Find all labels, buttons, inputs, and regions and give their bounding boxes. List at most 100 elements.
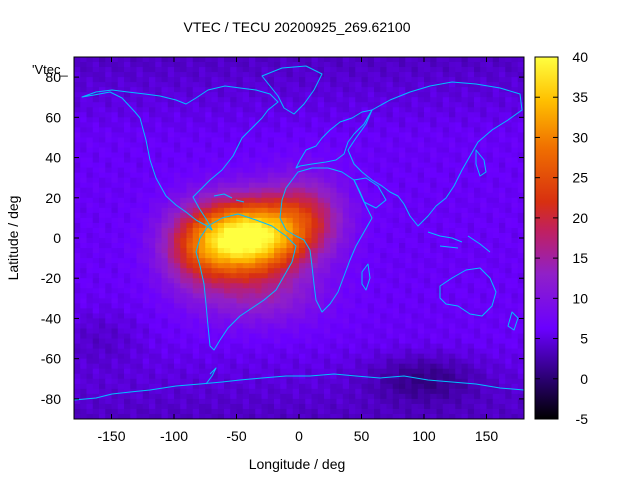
heatmap-cell <box>261 137 269 144</box>
heatmap-cell <box>117 117 125 123</box>
heatmap-cell <box>192 243 200 249</box>
heatmap-cell <box>367 222 375 229</box>
heatmap-cell <box>305 353 313 360</box>
heatmap-cell <box>111 107 119 113</box>
heatmap-cell <box>224 328 231 335</box>
heatmap-cell <box>455 97 463 103</box>
heatmap-cell <box>455 358 463 365</box>
heatmap-cell <box>411 248 419 254</box>
heatmap-cell <box>255 197 263 204</box>
heatmap-cell <box>124 147 131 154</box>
heatmap-cell <box>86 57 94 63</box>
heatmap-cell <box>380 398 388 405</box>
heatmap-cell <box>249 323 256 330</box>
heatmap-cell <box>280 243 288 249</box>
heatmap-cell <box>374 263 381 269</box>
heatmap-cell <box>311 328 319 335</box>
heatmap-cell <box>355 343 363 350</box>
heatmap-cell <box>467 212 475 219</box>
heatmap-cell <box>180 403 188 410</box>
heatmap-cell <box>411 243 419 249</box>
heatmap-cell <box>317 132 325 139</box>
heatmap-cell <box>80 248 88 254</box>
heatmap-cell <box>311 132 319 139</box>
heatmap-cell <box>411 232 419 239</box>
heatmap-cell <box>224 222 231 229</box>
heatmap-cell <box>499 72 506 78</box>
heatmap-cell <box>155 167 163 174</box>
heatmap-cell <box>380 323 388 330</box>
heatmap-cell <box>424 303 431 309</box>
heatmap-cell <box>199 318 206 325</box>
heatmap-cell <box>105 403 113 410</box>
heatmap-cell <box>317 162 325 169</box>
heatmap-cell <box>174 268 181 274</box>
heatmap-cell <box>149 142 156 149</box>
heatmap-cell <box>192 117 200 123</box>
heatmap-cell <box>86 227 94 234</box>
heatmap-cell <box>280 202 288 209</box>
heatmap-cell <box>417 313 425 320</box>
heatmap-cell <box>274 167 281 174</box>
heatmap-cell <box>224 182 231 189</box>
heatmap-cell <box>355 112 363 118</box>
heatmap-cell <box>230 202 238 209</box>
heatmap-cell <box>136 293 144 299</box>
heatmap-cell <box>411 303 419 309</box>
heatmap-cell <box>155 87 163 93</box>
heatmap-cell <box>74 403 81 410</box>
heatmap-cell <box>499 343 506 350</box>
heatmap-cell <box>124 177 131 184</box>
heatmap-cell <box>205 343 213 350</box>
heatmap-cell <box>280 102 288 108</box>
heatmap-cell <box>217 112 225 118</box>
heatmap-cell <box>149 227 156 234</box>
heatmap-cell <box>386 67 394 73</box>
heatmap-cell <box>392 142 400 149</box>
heatmap-cell <box>261 127 269 134</box>
heatmap-cell <box>124 142 131 149</box>
heatmap-cell <box>430 117 438 123</box>
heatmap-cell <box>249 278 256 284</box>
heatmap-cell <box>167 323 175 330</box>
heatmap-cell <box>186 72 194 78</box>
heatmap-cell <box>474 248 481 254</box>
heatmap-cell <box>80 197 88 204</box>
heatmap-cell <box>461 117 469 123</box>
heatmap-cell <box>86 383 94 390</box>
heatmap-cell <box>242 398 250 405</box>
heatmap-cell <box>142 177 150 184</box>
heatmap-cell <box>274 308 281 315</box>
heatmap-cell <box>242 152 250 159</box>
heatmap-cell <box>217 217 225 224</box>
heatmap-cell <box>117 358 125 365</box>
heatmap-cell <box>130 333 138 340</box>
heatmap-cell <box>336 398 344 405</box>
heatmap-cell <box>442 308 450 315</box>
heatmap-cell <box>311 273 319 279</box>
heatmap-cell <box>361 142 369 149</box>
heatmap-cell <box>467 393 475 400</box>
heatmap-cell <box>305 137 313 144</box>
heatmap-cell <box>117 62 125 68</box>
heatmap-cell <box>517 72 524 78</box>
heatmap-cell <box>124 348 131 355</box>
heatmap-cell <box>130 197 138 204</box>
heatmap-cell <box>311 137 319 144</box>
heatmap-cell <box>392 77 400 83</box>
heatmap-cell <box>499 142 506 149</box>
heatmap-cell <box>292 343 300 350</box>
heatmap-cell <box>155 313 163 320</box>
heatmap-cell <box>149 298 156 304</box>
heatmap-cell <box>411 258 419 264</box>
heatmap-cell <box>255 127 263 134</box>
heatmap-cell <box>374 288 381 294</box>
heatmap-cell <box>374 172 381 179</box>
heatmap-cell <box>467 62 475 68</box>
heatmap-cell <box>311 253 319 259</box>
heatmap-cell <box>192 187 200 194</box>
heatmap-cell <box>305 77 313 83</box>
heatmap-cell <box>380 328 388 335</box>
heatmap-cell <box>255 388 263 395</box>
heatmap-cell <box>161 328 169 335</box>
